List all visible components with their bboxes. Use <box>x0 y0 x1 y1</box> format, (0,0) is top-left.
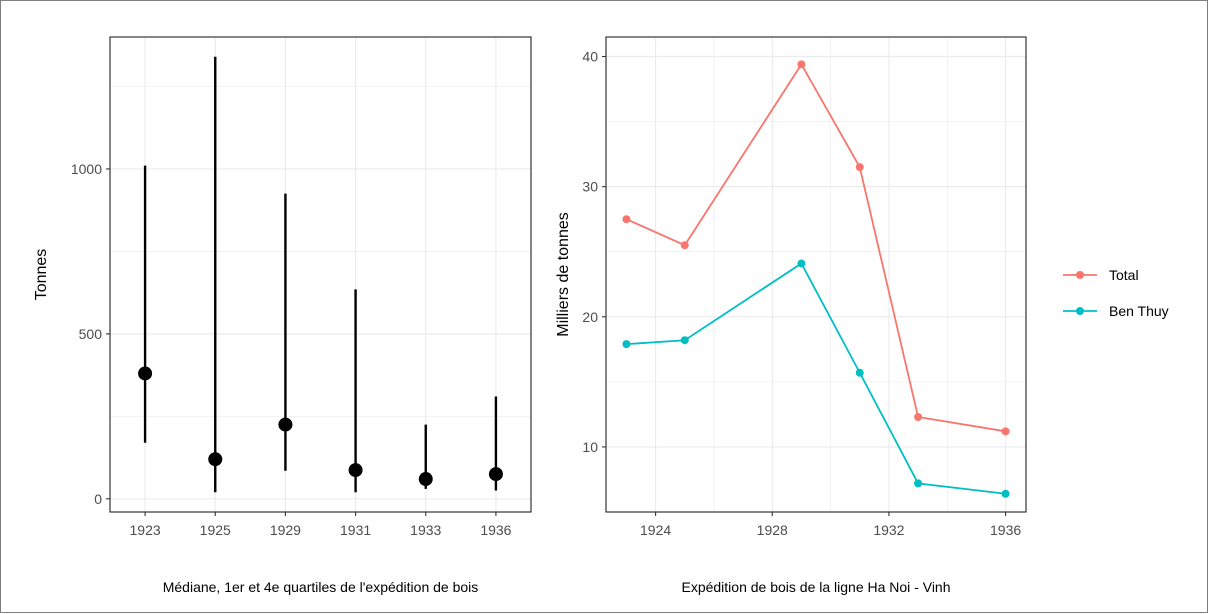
x-tick-label: 1923 <box>130 522 161 538</box>
y-tick-label: 500 <box>79 326 103 342</box>
left-errorbars <box>138 56 503 493</box>
series-point-ben-thuy <box>680 336 689 345</box>
series-point-total <box>914 413 923 421</box>
series-point-total <box>797 60 806 69</box>
series-point-total <box>680 241 689 250</box>
right-y-axis-title: Milliers de tonnes <box>555 212 572 337</box>
right-series <box>622 60 1010 498</box>
left-axis-ticks: 0 500 1000 1923 1925 1929 1931 1933 1936 <box>71 161 512 538</box>
series-point-ben-thuy <box>797 259 806 268</box>
x-tick-label: 1936 <box>480 522 511 538</box>
x-tick-label: 1936 <box>990 522 1021 538</box>
median-point-1925 <box>208 452 223 467</box>
left-y-axis-title: Tonnes <box>33 249 50 301</box>
series-line-ben-thuy <box>626 262 1006 495</box>
median-point-1931 <box>348 463 363 478</box>
left-caption: Médiane, 1er et 4e quartiles de l'expédi… <box>163 579 479 595</box>
legend-key-point-total <box>1076 271 1084 279</box>
x-tick-label: 1932 <box>873 522 904 538</box>
series-point-ben-thuy <box>855 368 864 377</box>
left-plot-background <box>110 37 531 512</box>
right-plot-border <box>605 36 1027 513</box>
y-tick-label: 30 <box>582 179 598 195</box>
median-point-1929 <box>278 417 293 432</box>
series-point-ben-thuy <box>914 479 923 488</box>
x-tick-label: 1928 <box>757 522 788 538</box>
right-panel: 10 20 30 40 1924 1928 1932 1936 Milliers de ton… <box>555 36 1169 595</box>
median-point-1933 <box>418 472 433 487</box>
x-tick-label: 1924 <box>640 522 671 538</box>
series-point-ben-thuy <box>1001 489 1010 498</box>
y-tick-label: 40 <box>582 49 598 65</box>
series-point-total <box>1001 427 1010 436</box>
series-point-ben-thuy <box>622 340 631 349</box>
legend-label-ben-thuy: Ben Thuy <box>1109 303 1169 319</box>
median-point-1923 <box>138 366 153 381</box>
legend: Total Ben Thuy <box>1063 267 1169 319</box>
series-point-total <box>622 215 631 224</box>
y-tick-label: 20 <box>582 309 598 325</box>
x-tick-label: 1931 <box>340 522 371 538</box>
legend-label-total: Total <box>1109 267 1139 283</box>
y-tick-label: 1000 <box>71 161 102 177</box>
x-tick-label: 1933 <box>410 522 441 538</box>
y-tick-label: 10 <box>582 439 598 455</box>
x-tick-label: 1929 <box>270 522 301 538</box>
series-point-total <box>855 163 864 172</box>
right-axis-ticks: 10 20 30 40 1924 1928 1932 1936 <box>582 49 1021 538</box>
median-point-1936 <box>488 467 503 482</box>
series-line-total <box>626 62 1006 433</box>
x-tick-label: 1925 <box>200 522 231 538</box>
right-plot-background <box>606 37 1026 512</box>
y-tick-label: 0 <box>94 491 102 507</box>
legend-key-point-ben-thuy <box>1076 307 1084 315</box>
left-plot-border <box>109 36 532 513</box>
right-caption: Expédition de bois de la ligne Ha Noi - … <box>681 579 950 595</box>
